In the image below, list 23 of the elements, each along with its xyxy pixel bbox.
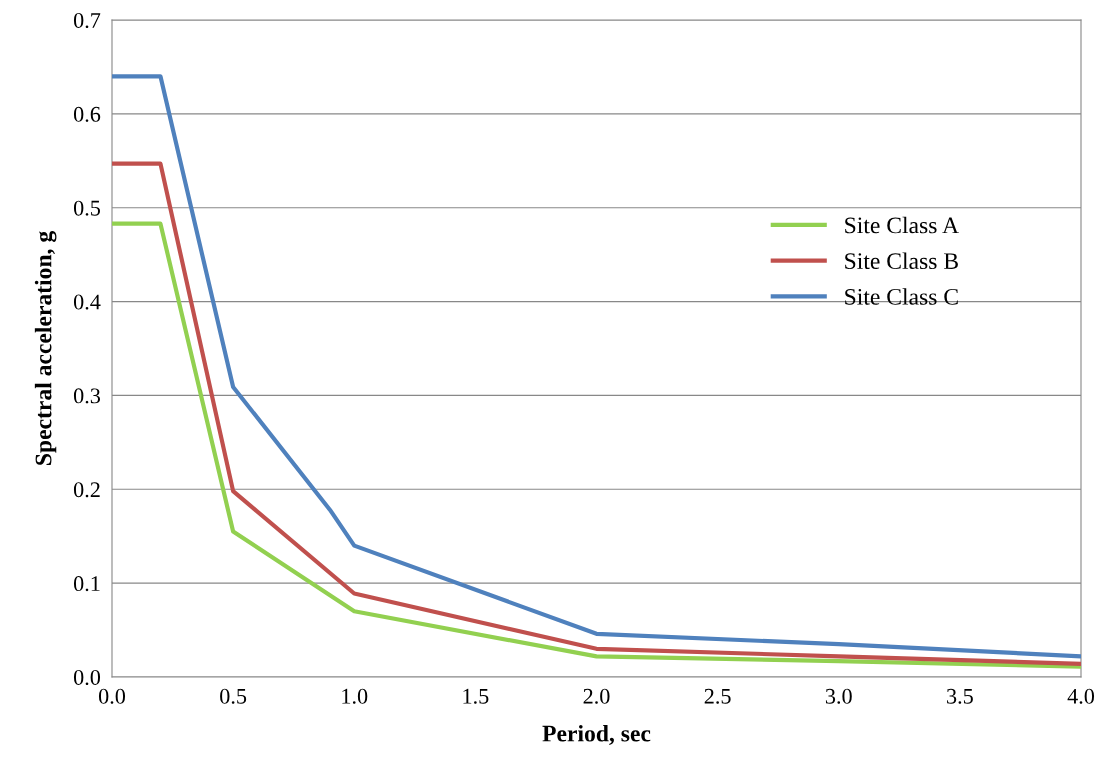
x-tick-label: 0.5 <box>220 688 247 704</box>
y-tick-label: 0.2 <box>73 482 100 498</box>
legend-label: Site Class B <box>845 252 958 270</box>
x-tick-label: 1.0 <box>342 688 368 704</box>
y-axis-title: Spectral acceleration, g <box>34 231 57 465</box>
legend-label: Site Class C <box>845 288 958 305</box>
y-tick-label: 0.7 <box>73 12 101 29</box>
line-series <box>112 74 1081 659</box>
y-tick-label: 0.3 <box>73 388 101 404</box>
x-tick-label: 4.0 <box>1067 688 1095 704</box>
y-tick-label: 0.5 <box>73 200 101 216</box>
y-tick-label: 0.0 <box>73 669 101 686</box>
x-tick-label: 2.0 <box>583 688 610 704</box>
x-tick-label: 1.5 <box>463 688 489 704</box>
y-tick-label: 0.4 <box>73 294 101 310</box>
x-tick-label: 3.0 <box>825 688 852 704</box>
x-tick-label: 2.5 <box>704 688 731 704</box>
x-axis-title: Period, sec <box>542 724 651 745</box>
x-tick-label: 3.5 <box>947 688 973 704</box>
legend-label: Site Class A <box>845 216 959 234</box>
y-tick-label: 0.1 <box>73 576 100 592</box>
y-tick-label: 0.6 <box>73 106 101 122</box>
x-tick-label: 0.0 <box>98 688 126 704</box>
